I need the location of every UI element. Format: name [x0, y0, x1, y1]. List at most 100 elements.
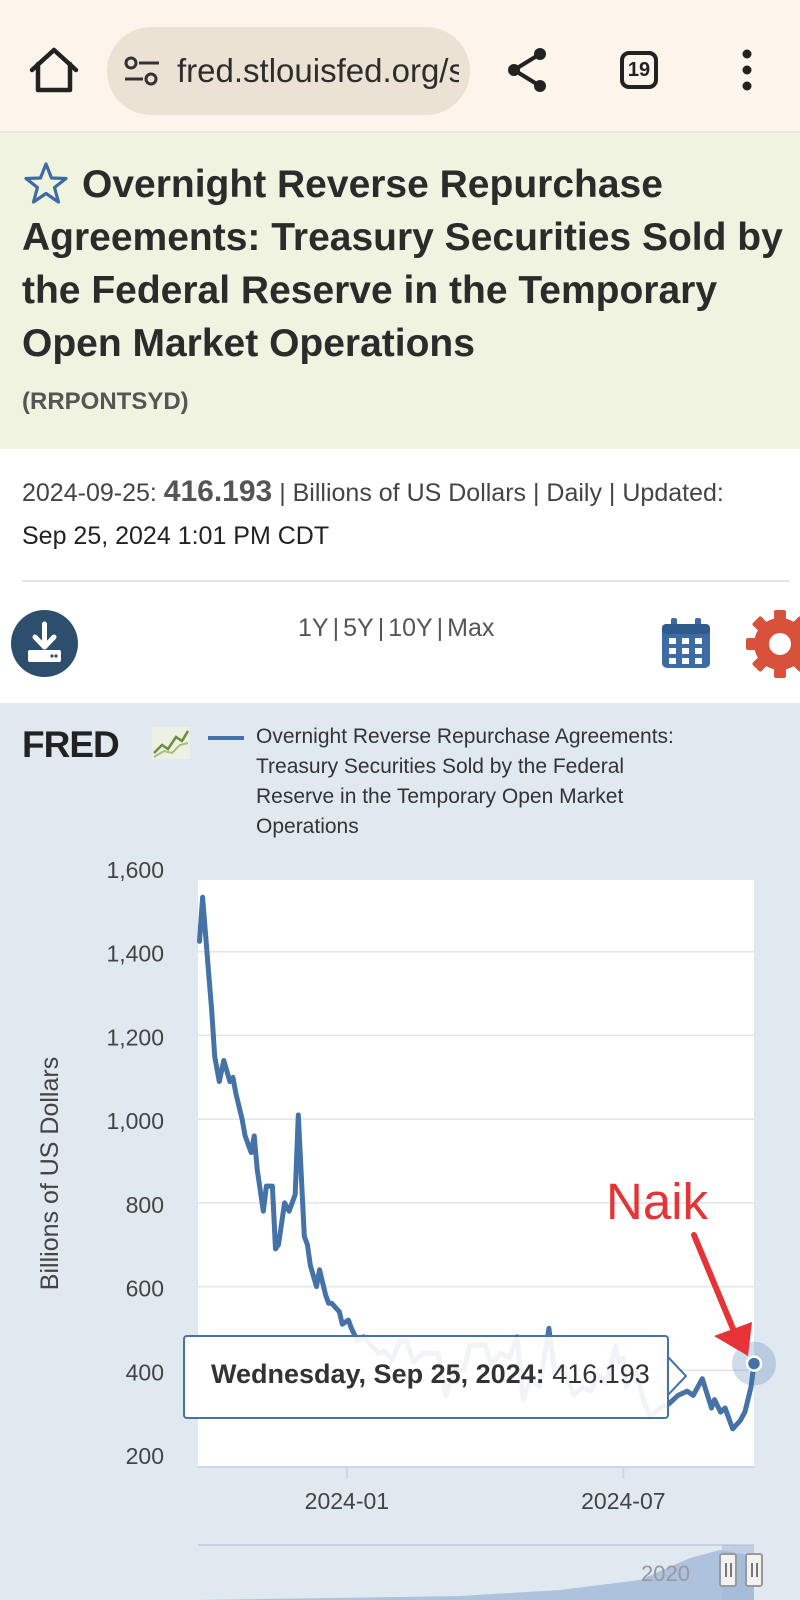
data-point [731, 1427, 734, 1431]
data-point [271, 1184, 274, 1188]
data-point [201, 896, 204, 899]
data-point [547, 1327, 551, 1330]
data-point [234, 1092, 238, 1096]
data-point [213, 1055, 216, 1058]
data-point [303, 1235, 306, 1238]
y-axis-title: Billions of US Dollars [36, 1057, 64, 1290]
y-tick-label: 800 [126, 1192, 164, 1218]
navigator-series-area [198, 1550, 754, 1600]
divider [22, 580, 790, 582]
data-point [294, 1193, 297, 1196]
data-point [210, 1009, 213, 1012]
data-point [256, 1168, 259, 1171]
data-point [692, 1394, 695, 1397]
settings-gear-icon[interactable] [746, 610, 800, 678]
data-point [277, 1243, 280, 1246]
data-point [743, 1410, 747, 1414]
data-point [287, 1210, 291, 1213]
data-point [222, 1059, 226, 1062]
data-point [330, 1302, 333, 1305]
data-point [713, 1398, 716, 1401]
date-range-selector: 1Y | 5Y | 10Y | Max [298, 614, 495, 642]
page-title: Overnight Reverse Repurchase Agreements:… [22, 163, 783, 365]
data-point [262, 1210, 265, 1213]
hover-tooltip: Wednesday, Sep 25, 2024: 416.193 [183, 1335, 669, 1419]
browser-toolbar: fred.stlouisfed.org/series/RRPONTSYD 19 [0, 0, 800, 133]
series-id: (RRPONTSYD) [22, 388, 189, 415]
data-point [318, 1268, 321, 1272]
data-point [253, 1134, 256, 1138]
data-point [249, 1151, 253, 1154]
latest-observation: 2024-09-25: 416.193 | Billions of US Dol… [22, 470, 792, 558]
navigator-year-label: 2020 [641, 1561, 690, 1586]
data-point [231, 1076, 235, 1079]
hover-point[interactable] [745, 1355, 763, 1372]
y-tick-label: 1,200 [106, 1024, 164, 1050]
data-point [327, 1302, 330, 1305]
favorite-star-icon[interactable] [23, 161, 69, 207]
data-point [338, 1310, 341, 1313]
download-icon [28, 621, 61, 662]
data-point [243, 1134, 247, 1138]
data-point [723, 1406, 727, 1410]
data-point [341, 1323, 344, 1326]
tooltip-date: Wednesday, Sep 25, 2024: [211, 1359, 545, 1389]
data-point [701, 1377, 704, 1380]
series-header [0, 133, 800, 449]
range-1y[interactable]: 1Y [298, 614, 329, 642]
site-settings-icon[interactable] [123, 55, 161, 87]
data-point [676, 1394, 680, 1397]
y-tick-label: 1,400 [106, 941, 164, 967]
y-tick-label: 600 [126, 1276, 164, 1302]
download-button[interactable] [11, 610, 78, 677]
data-point [265, 1184, 268, 1188]
data-point [240, 1117, 244, 1121]
range-max[interactable]: Max [447, 614, 495, 642]
data-point [207, 971, 210, 974]
calendar-icon[interactable] [660, 616, 712, 670]
data-point [306, 1243, 309, 1246]
data-point [324, 1293, 327, 1297]
data-point [749, 1385, 753, 1389]
data-point [283, 1201, 286, 1205]
data-point [228, 1080, 232, 1083]
data-point [739, 1419, 742, 1422]
y-tick-label: 400 [126, 1359, 164, 1385]
data-point [710, 1406, 713, 1410]
y-tick-label: 200 [126, 1443, 164, 1469]
more-menu-icon[interactable] [738, 48, 756, 92]
y-tick-label: 1,000 [106, 1108, 164, 1134]
data-point [685, 1390, 689, 1393]
updated-time: Sep 25, 2024 1:01 PM CDT [22, 522, 330, 550]
data-point [218, 1080, 221, 1083]
legend-label: Overnight Reverse Repurchase Agreements:… [256, 725, 674, 838]
data-point [350, 1327, 353, 1330]
url-text[interactable]: fred.stlouisfed.org/series/RRPONTSYD [177, 52, 459, 89]
y-tick-label: 1,600 [106, 857, 164, 883]
tab-switcher-button[interactable]: 19 [620, 51, 658, 89]
observation-date: 2024-09-25: [22, 479, 157, 507]
annotation-arrow [691, 1232, 739, 1339]
data-point [297, 1113, 300, 1117]
share-icon[interactable] [504, 46, 552, 94]
legend-line-swatch [208, 736, 244, 740]
observation-value: 416.193 [163, 475, 273, 508]
home-icon[interactable] [28, 46, 80, 94]
range-5y[interactable]: 5Y [343, 614, 374, 642]
fred-chart-logo-icon [152, 727, 190, 759]
x-tick-label: 2024-07 [581, 1488, 665, 1514]
range-10y[interactable]: 10Y [388, 614, 433, 642]
tooltip-value: 416.193 [552, 1359, 650, 1389]
data-point [719, 1410, 722, 1414]
address-bar[interactable]: fred.stlouisfed.org/series/RRPONTSYD [107, 27, 470, 115]
data-point [315, 1285, 318, 1288]
annotation-label: Naik [606, 1173, 709, 1230]
units-frequency: | Billions of US Dollars | Daily | Updat… [279, 479, 724, 507]
navigator-right-handle[interactable] [745, 1553, 763, 1587]
annotation-arrowhead [714, 1322, 752, 1356]
navigator-left-handle[interactable] [719, 1553, 737, 1587]
data-point [347, 1318, 350, 1322]
fred-logo: FRED [22, 724, 120, 765]
data-point [198, 940, 201, 943]
data-point [309, 1264, 312, 1267]
